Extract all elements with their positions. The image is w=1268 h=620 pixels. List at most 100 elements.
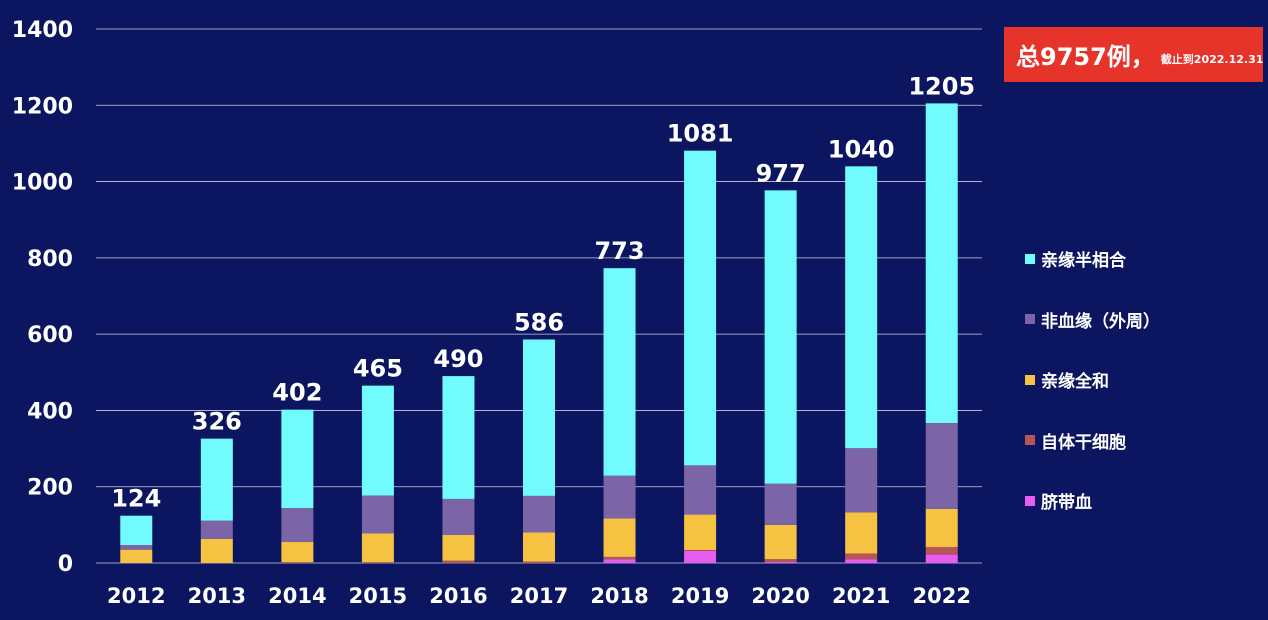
x-tick-label: 2018 (590, 584, 648, 608)
legend-label: 亲缘半相合 (1041, 251, 1126, 271)
legend-swatch (1025, 253, 1035, 264)
bar-segment (845, 559, 878, 563)
bar-total-labels: 124 326 402 465 490 586 773 1081 977 1040 1205 (111, 72, 975, 512)
bar-segment (361, 385, 394, 496)
bar-total-label: 465 (353, 355, 403, 383)
bar-total-label: 586 (514, 308, 564, 336)
legend: 亲缘半相合 非血缘（外周） 亲缘全和 自体干细胞 脐带血 (1025, 244, 1160, 547)
bar-total-label: 977 (756, 159, 806, 187)
bar-segment (523, 561, 555, 563)
x-tick-label: 2020 (751, 584, 809, 608)
bar-segment (442, 560, 475, 563)
legend-item: 亲缘半相合 (1025, 244, 1160, 273)
x-tick-label: 2019 (671, 584, 729, 608)
bar-segment (845, 448, 878, 513)
y-tick-label: 400 (27, 399, 73, 424)
bar-segment (281, 409, 314, 509)
legend-label: 非血缘（外周） (1041, 311, 1160, 332)
bar-segment (684, 514, 717, 551)
bar-segment (200, 438, 233, 521)
bar-segment (281, 542, 314, 563)
bar-segment (523, 339, 555, 496)
y-tick-label: 200 (27, 476, 73, 501)
bar-segment (200, 538, 233, 563)
x-tick-label: 2022 (913, 584, 971, 608)
y-axis-tick-labels: 0 200 400 600 800 1000 1200 1400 (12, 18, 73, 577)
y-tick-label: 600 (27, 323, 73, 348)
x-tick-label: 2021 (832, 584, 890, 608)
bar-segment (603, 556, 636, 560)
bar-segment (281, 508, 314, 543)
bar-total-label: 1081 (667, 120, 734, 148)
legend-item: 亲缘全和 (1025, 365, 1160, 394)
bar-segment (764, 559, 797, 562)
x-tick-label: 2012 (107, 584, 165, 608)
legend-swatch (1025, 495, 1035, 506)
bar-segment (764, 190, 797, 484)
legend-label: 自体干细胞 (1041, 432, 1126, 453)
bar-segment (925, 423, 958, 509)
bar-segment (764, 561, 797, 563)
bar-segment (120, 515, 153, 546)
bar-segment (361, 533, 394, 563)
bar-segment (925, 546, 958, 555)
bar-segment (120, 549, 153, 563)
bar-total-label: 773 (594, 237, 644, 265)
bar-segment (845, 553, 878, 560)
bar-segment (281, 562, 314, 563)
bar-segment (200, 520, 233, 539)
bar-segment (845, 166, 878, 449)
bars (120, 103, 958, 563)
bar-segment (845, 512, 878, 554)
legend-swatch (1025, 314, 1035, 324)
bar-total-label: 326 (192, 408, 242, 436)
bar-segment (603, 475, 636, 519)
bar-segment (925, 508, 958, 547)
bar-total-label: 402 (272, 379, 322, 407)
legend-label: 脐带血 (1041, 493, 1092, 513)
bar-segment (764, 524, 797, 560)
x-tick-label: 2017 (510, 584, 568, 608)
bar-segment (523, 495, 555, 533)
legend-label: 亲缘全和 (1041, 372, 1109, 392)
total-cases-text: 总9757例， (1016, 43, 1155, 71)
y-tick-label: 1200 (12, 94, 73, 119)
bar-segment (361, 495, 394, 534)
bar-segment (442, 534, 475, 561)
bar-segment (684, 465, 717, 515)
bar-segment (684, 150, 717, 466)
bar-segment (684, 550, 717, 563)
legend-item: 自体干细胞 (1025, 426, 1160, 455)
total-cases-badge: 总9757例， 截止到2022.12.31 (1004, 27, 1263, 82)
x-tick-label: 2014 (268, 584, 326, 608)
bar-segment (603, 559, 636, 563)
y-tick-label: 0 (58, 552, 73, 577)
bar-total-label: 1040 (828, 135, 895, 163)
bar-segment (925, 103, 958, 424)
x-tick-label: 2015 (349, 584, 407, 608)
bar-segment (925, 554, 958, 563)
bar-segment (120, 545, 153, 550)
bar-segment (603, 268, 636, 476)
y-tick-label: 1000 (12, 171, 73, 196)
bar-segment (684, 550, 717, 551)
bar-segment (442, 376, 475, 499)
bar-total-label: 1205 (908, 72, 975, 100)
x-tick-label: 2013 (188, 584, 246, 608)
bar-segment (442, 498, 475, 535)
legend-item: 脐带血 (1025, 486, 1160, 515)
y-tick-label: 800 (27, 247, 73, 272)
bar-total-label: 124 (111, 485, 161, 513)
x-axis-tick-labels: 2012 2013 2014 2015 2016 2017 2018 2019 2020 2021… (107, 584, 971, 608)
x-tick-label: 2016 (429, 584, 487, 608)
y-tick-label: 1400 (12, 18, 73, 43)
legend-swatch (1025, 374, 1035, 385)
legend-swatch (1025, 435, 1035, 445)
legend-item: 非血缘（外周） (1025, 305, 1160, 334)
bar-segment (603, 518, 636, 557)
cutoff-date-text: 截止到2022.12.31 (1160, 52, 1264, 66)
bar-segment (764, 483, 797, 525)
bar-total-label: 490 (433, 345, 483, 373)
bar-segment (523, 532, 555, 562)
